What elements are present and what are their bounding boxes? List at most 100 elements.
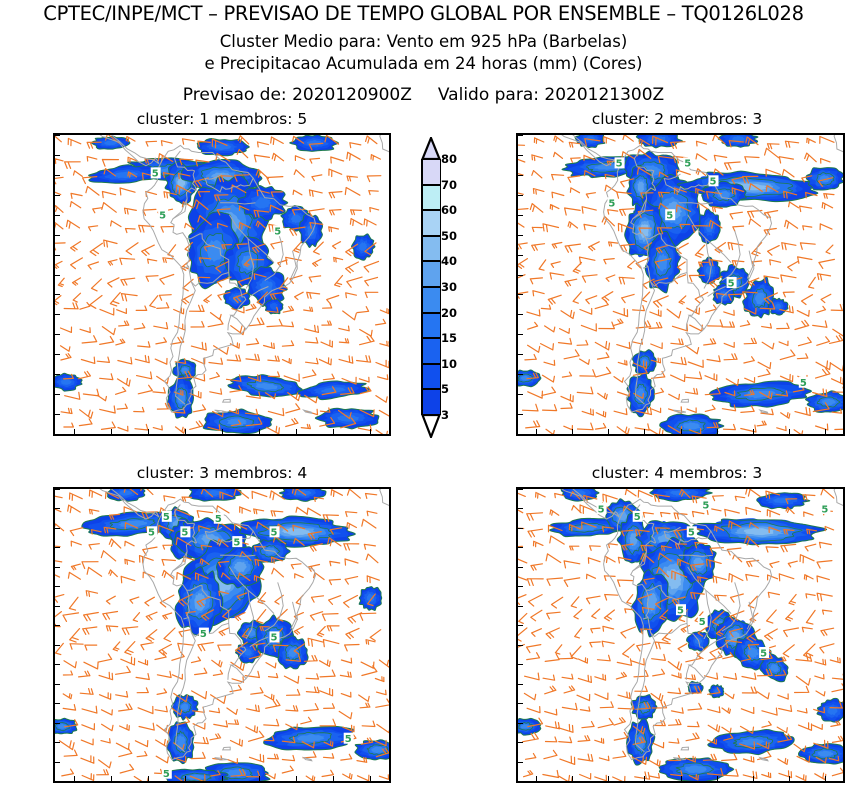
colorbar-arrow-bottom [421,414,441,438]
x-axis-tick-mark [110,429,112,434]
panel-title-cluster-2: cluster: 2 membros: 3 [591,110,763,128]
x-axis-tick-mark [296,776,298,781]
y-axis-tick-mark [55,354,60,356]
y-axis-tick-mark [55,586,60,588]
x-axis-tick-mark [370,429,372,434]
map-panel-cluster-2[interactable]: 555555515N10N5NEQ5S10S15S20S25S30S35S40S… [516,133,845,436]
y-axis-tick-mark [518,314,523,316]
y-axis-tick-mark [518,508,523,510]
colorbar-tick-label: 10 [441,356,458,371]
y-axis-tick-mark [55,605,60,607]
colorbar-tick-label: 30 [441,280,458,294]
colorbar-band [421,159,441,185]
x-axis-tick-mark [222,429,223,434]
coastline-layer [561,135,843,415]
y-axis-tick-mark [518,703,523,705]
colorbar-band [421,312,441,339]
svg-text:5: 5 [684,159,691,170]
y-axis-tick-mark [518,254,523,256]
precipitation-field [55,135,380,434]
svg-text:5: 5 [760,648,767,659]
svg-text:5: 5 [271,528,278,539]
y-axis-tick-mark [55,683,60,685]
y-axis-tick-mark [518,489,523,490]
colorbar-band [421,235,441,262]
x-axis-tick-mark [184,776,186,781]
contour-label-layer: 5 5 5 5 5 5 5 5 [596,499,831,659]
y-axis-tick-mark [55,644,60,646]
y-axis-tick-mark [518,135,523,136]
y-axis-tick-mark [518,625,523,627]
subtitle-line-2: e Precipitacao Acumulada em 24 horas (mm… [204,54,643,73]
colorbar-band [421,338,441,364]
x-axis-tick-mark [73,429,75,434]
coastline-layer [561,489,843,762]
coastline-layer [99,135,389,414]
y-axis-tick-mark [518,664,523,666]
colorbar-band [421,261,441,287]
wind-barb-field [518,135,843,434]
colorbar-tick-label: 40 [441,254,458,269]
x-axis-tick-mark [752,429,754,434]
y-axis-tick-mark [55,625,60,627]
svg-text:5: 5 [702,500,709,511]
y-axis-tick-mark [55,154,60,156]
svg-text:5: 5 [163,769,170,780]
svg-text:5: 5 [688,528,695,539]
map-panel-cluster-1[interactable]: 55515N10N5NEQ5S10S15S20S25S30S35S40S45S5… [53,133,391,436]
x-axis-tick-mark [296,429,298,434]
y-axis-tick-mark [518,742,523,744]
colorbar-tick-label: 15 [441,331,458,346]
x-axis-tick-mark [259,776,261,781]
y-axis-tick-mark [55,234,60,236]
colorbar-band [421,287,441,313]
map-panel-cluster-4[interactable]: 5555555515N10N5NEQ5S10S15S20S25S30S35S40… [516,487,845,783]
y-axis-tick-mark [55,434,60,435]
colorbar-band [421,210,441,236]
svg-text:5: 5 [163,512,170,523]
precipitation-field [518,489,843,781]
y-axis-tick-mark [518,154,523,156]
x-axis-tick-mark [536,429,538,434]
y-axis-tick-mark [518,683,523,685]
y-axis-tick-mark [518,761,523,763]
y-axis-tick-mark [55,742,60,744]
x-axis-tick-mark [716,776,718,781]
x-axis-tick-mark [644,776,646,781]
y-axis-tick-mark [518,644,523,646]
x-axis-tick-mark [572,429,574,434]
x-axis-tick-mark [644,429,646,434]
map-canvas: 5 5 5 5 5 5 5 [518,135,843,434]
x-axis-tick-mark [680,776,682,781]
x-axis-tick-mark [716,429,718,434]
svg-text:5: 5 [215,514,222,525]
y-axis-tick-mark [55,664,60,666]
svg-text:5: 5 [598,504,605,515]
y-axis-tick-mark [55,174,60,176]
svg-text:5: 5 [608,199,615,210]
x-axis-tick-mark [824,776,826,781]
svg-text:5: 5 [274,227,281,238]
x-axis-tick-mark [222,776,223,781]
y-axis-tick-mark [55,508,60,510]
y-axis-tick-mark [518,547,523,549]
x-axis-tick-mark [608,429,610,434]
x-axis-tick-mark [147,429,149,434]
y-axis-tick-mark [55,214,60,216]
x-axis-tick-mark [608,776,610,781]
y-axis-tick-mark [518,194,523,196]
x-axis-tick-mark [824,429,826,434]
y-axis-tick-mark [518,605,523,607]
y-axis-tick-mark [55,414,60,416]
y-axis-tick-mark [518,394,523,396]
x-axis-tick-mark [259,429,261,434]
x-axis-tick-mark [536,776,538,781]
svg-text:5: 5 [666,211,673,222]
y-axis-tick-mark [518,722,523,724]
y-axis-tick-mark [55,527,60,529]
svg-text:5: 5 [148,528,155,539]
y-axis-tick-mark [55,566,60,568]
x-axis-tick-mark [73,776,75,781]
map-panel-cluster-3[interactable]: 555555555515N10N5NEQ5S10S15S20S25S30S35S… [53,487,391,783]
